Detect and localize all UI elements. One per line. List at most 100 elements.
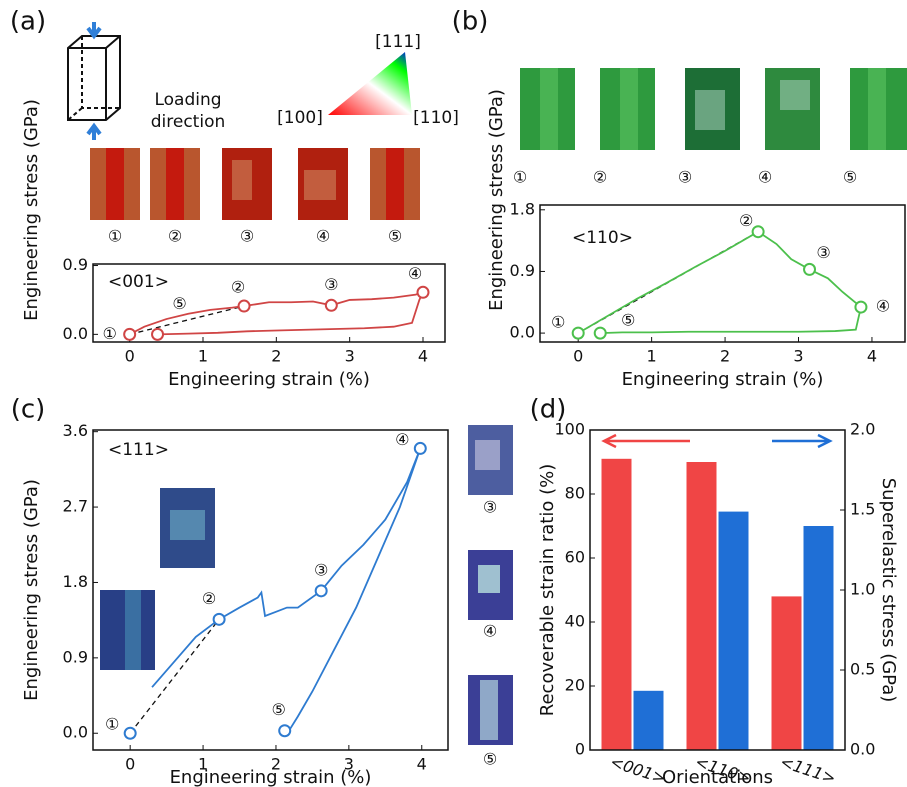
ipf-label: [110]	[413, 108, 459, 128]
snapshot-label: ④	[758, 168, 772, 187]
x-tick-label: 1	[198, 755, 208, 774]
orientation-label: <111>	[108, 440, 169, 460]
y-tick-label: 0.9	[63, 255, 88, 274]
snapshot-label: ①	[108, 227, 122, 246]
x-tick-label: 0	[125, 755, 135, 774]
dashed-guide	[129, 618, 220, 734]
snapshot-label: ④	[483, 622, 497, 641]
snapshot-label: ②	[593, 168, 607, 187]
x-tick-label: 1	[647, 347, 657, 366]
state-label: ①	[102, 324, 116, 343]
y2-tick-label: 1.0	[850, 580, 875, 599]
x-tick-label: 4	[867, 347, 877, 366]
stress-strain-curve	[284, 448, 422, 732]
state-marker	[413, 441, 427, 455]
snapshot-label: ⑤	[388, 227, 402, 246]
snapshot-label: ⑤	[483, 750, 497, 769]
state-label: ⑤	[272, 700, 286, 719]
state-label: ②	[739, 211, 753, 230]
state-label: ①	[105, 715, 119, 734]
snapshot-label: ③	[483, 498, 497, 517]
x-tick-label: 2	[271, 347, 281, 366]
state-marker	[278, 724, 292, 738]
x-tick-label: <001>	[608, 752, 668, 787]
panel-label: (b)	[452, 7, 489, 37]
y-axis-label: Engineering stress (GPa)	[21, 479, 42, 701]
y-axis-label: Engineering stress (GPa)	[486, 89, 507, 311]
x-tick-label: <111>	[778, 752, 838, 787]
state-label: ②	[231, 278, 245, 297]
state-label: ④	[408, 264, 422, 283]
state-marker	[751, 225, 765, 239]
state-marker	[324, 298, 338, 312]
load-arrows	[86, 22, 102, 140]
bar	[803, 526, 834, 750]
snapshot-label: ⑤	[843, 168, 857, 187]
y-tick-label: 0.9	[63, 647, 88, 666]
x-tick-label: 0	[125, 347, 135, 366]
x-tick-label: 3	[793, 347, 803, 366]
y-tick-label: 2.7	[63, 497, 88, 516]
y-tick-label: 1.8	[63, 572, 88, 591]
y2-tick-label: 1.5	[850, 500, 875, 519]
x-axis-label: Engineering strain (%)	[168, 369, 370, 390]
bar	[771, 596, 802, 750]
plot-frame	[589, 429, 846, 751]
snapshot-label: ④	[316, 227, 330, 246]
panel-label: (d)	[530, 395, 567, 425]
state-label: ④	[395, 430, 409, 449]
x-tick-label: 4	[418, 347, 428, 366]
plot-frame	[539, 204, 906, 343]
state-marker	[314, 584, 328, 598]
y-tick-label: 0	[575, 740, 585, 759]
x-tick-label: 3	[345, 347, 355, 366]
state-label: ③	[314, 560, 328, 579]
x-axis-label: Engineering strain (%)	[170, 767, 372, 787]
y-tick-label: 0.0	[63, 324, 88, 343]
state-label: ②	[202, 589, 216, 608]
snapshot-label: ③	[678, 168, 692, 187]
snapshots-b	[520, 68, 907, 150]
state-marker	[212, 612, 226, 626]
snapshot-label: ②	[168, 227, 182, 246]
state-marker	[571, 326, 585, 340]
y2-tick-label: 0.5	[850, 660, 875, 679]
plot-frame	[92, 263, 446, 343]
state-marker	[123, 726, 137, 740]
x-tick-label: 2	[720, 347, 730, 366]
snapshot-label: ③	[240, 227, 254, 246]
orientation-label: <110>	[572, 228, 633, 248]
state-label: ③	[816, 243, 830, 262]
loading-label: Loading direction	[151, 90, 226, 132]
state-marker	[803, 262, 817, 276]
x-tick-label: 4	[417, 755, 427, 774]
bar	[633, 690, 664, 750]
panel-label: (c)	[11, 395, 46, 425]
y-tick-label: 3.6	[63, 421, 88, 440]
state-marker	[416, 285, 430, 299]
y-tick-label: 20	[565, 676, 585, 695]
state-label: ③	[324, 275, 338, 294]
state-marker	[854, 300, 868, 314]
x-tick-label: 1	[198, 347, 208, 366]
x-tick-label: 2	[271, 755, 281, 774]
y-tick-label: 0.0	[510, 323, 535, 342]
state-label: ④	[876, 297, 890, 316]
axis-arrows-d	[601, 433, 833, 449]
stress-strain-curve	[129, 291, 424, 336]
plot-frame	[92, 429, 449, 751]
dashed-guide	[129, 305, 245, 335]
y-tick-label: 60	[565, 548, 585, 567]
state-marker	[151, 327, 165, 341]
bar	[686, 462, 717, 750]
stress-strain-curve	[157, 291, 424, 336]
ipf-label: [111]	[375, 32, 421, 52]
y-tick-label: 40	[565, 612, 585, 631]
snapshots-c	[100, 425, 513, 745]
x-axis-label: Orientations	[662, 767, 773, 787]
bar	[601, 458, 632, 750]
ipf-triangle	[328, 52, 412, 115]
y2-axis-label: Superelastic stress (GPa)	[878, 478, 899, 703]
state-marker	[123, 327, 137, 341]
